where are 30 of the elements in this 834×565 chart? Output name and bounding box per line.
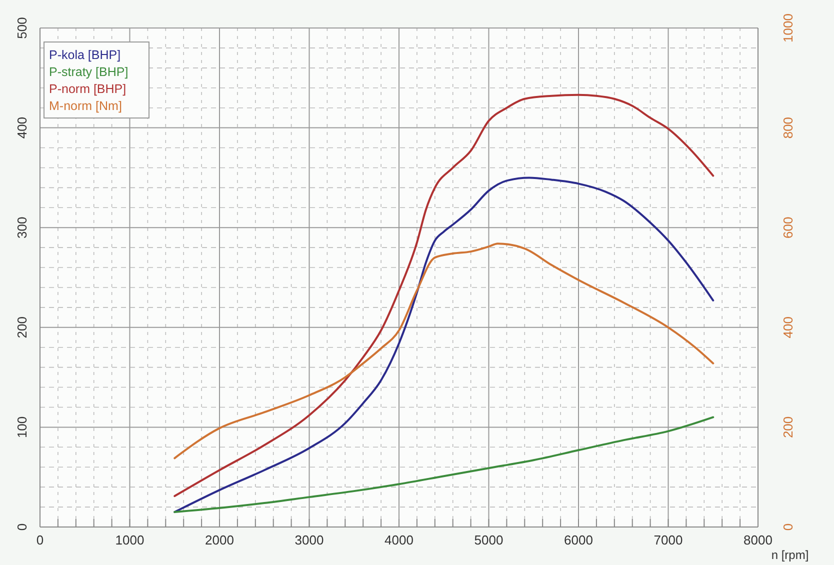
x-tick-label: 8000 xyxy=(744,532,772,548)
y-tick-label: 500 xyxy=(14,17,30,39)
line-series xyxy=(174,242,714,460)
y2-tick-label: 800 xyxy=(780,116,796,139)
y-tick-label: 400 xyxy=(14,116,30,139)
x-tick-label: 6000 xyxy=(564,532,593,548)
y2-tick-label: 0 xyxy=(780,523,796,531)
line-series xyxy=(174,94,714,498)
x-tick-label: 1000 xyxy=(115,532,144,548)
text: P-straty [BHP] xyxy=(49,65,128,79)
x-tick-label: 4000 xyxy=(384,532,414,548)
x-tick-label: 5000 xyxy=(474,532,504,548)
y-tick-label: 200 xyxy=(14,316,30,338)
y-tick-label: 0 xyxy=(14,523,30,531)
y-tick-label: 300 xyxy=(14,216,30,238)
x-tick-label: 2000 xyxy=(205,532,234,548)
y2-tick-label: 200 xyxy=(780,416,796,438)
y2-tick-label: 400 xyxy=(780,316,796,338)
y2-tick-label: 1000 xyxy=(780,14,796,42)
y2-tick-label: 600 xyxy=(780,216,796,238)
text: M-norm [Nm] xyxy=(49,99,122,113)
x-tick-label: 0 xyxy=(36,532,44,548)
text: P-kola [BHP] xyxy=(49,48,121,62)
y-tick-label: 100 xyxy=(14,416,30,438)
x-axis-title: n [rpm] xyxy=(771,548,809,562)
x-tick-label: 3000 xyxy=(294,532,324,548)
line-series xyxy=(174,176,714,514)
x-tick-label: 7000 xyxy=(654,532,683,548)
line-series xyxy=(174,416,714,514)
text: P-norm [BHP] xyxy=(49,82,126,96)
